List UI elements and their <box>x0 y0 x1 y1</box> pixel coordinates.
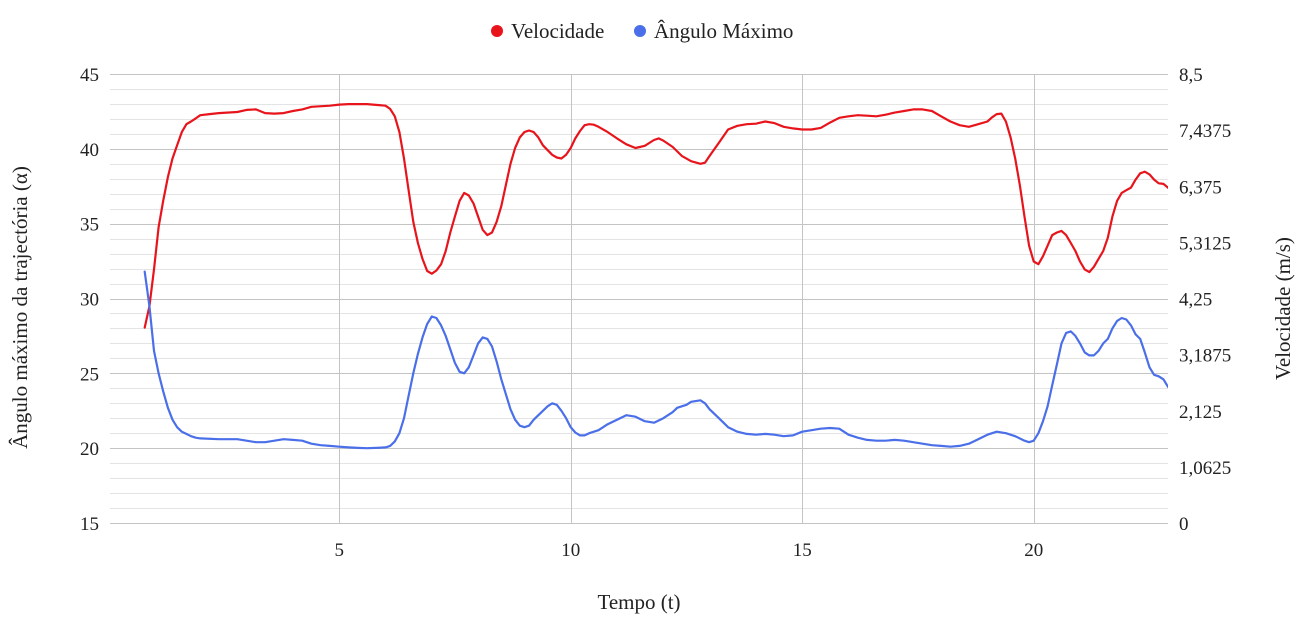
y-left-axis-title: Ângulo máximo da trajectória (α) <box>8 166 32 449</box>
y-right-axis-ticks: 0 1,0625 2,125 3,1875 4,25 5,3125 6,375 7,4375 8… <box>1179 65 1231 535</box>
y-right-tick-label: 0 <box>1179 514 1189 535</box>
x-tick-label: 10 <box>561 540 580 561</box>
y-left-tick-label: 15 <box>80 514 99 535</box>
y-left-tick-label: 20 <box>80 439 99 460</box>
grid <box>110 74 1168 524</box>
y-left-tick-label: 45 <box>80 65 99 86</box>
y-right-tick-label: 6,375 <box>1179 177 1222 198</box>
y-right-tick-label: 4,25 <box>1179 290 1212 311</box>
x-axis-title: Tempo (t) <box>597 590 680 614</box>
x-tick-label: 15 <box>793 540 812 561</box>
x-tick-label: 20 <box>1024 540 1043 561</box>
series-line-velocidade <box>143 103 1168 329</box>
legend: Velocidade Ângulo Máximo <box>491 19 793 43</box>
y-left-tick-label: 25 <box>80 364 99 385</box>
y-left-axis-ticks: 15 20 25 30 35 40 45 <box>80 65 99 535</box>
y-right-tick-label: 7,4375 <box>1179 121 1231 142</box>
x-tick-label: 5 <box>334 540 344 561</box>
legend-label-angulo-maximo: Ângulo Máximo <box>654 19 793 43</box>
y-left-tick-label: 35 <box>80 215 99 236</box>
y-right-tick-label: 2,125 <box>1179 402 1222 423</box>
y-right-tick-label: 8,5 <box>1179 65 1203 86</box>
y-right-tick-label: 5,3125 <box>1179 233 1231 254</box>
series-layer <box>143 103 1168 450</box>
legend-marker-angulo-maximo <box>634 25 646 37</box>
x-axis-ticks: 5 10 15 20 <box>334 540 1043 561</box>
legend-label-velocidade: Velocidade <box>511 19 604 43</box>
y-left-tick-label: 40 <box>80 140 99 161</box>
legend-marker-velocidade <box>491 25 503 37</box>
y-right-axis-title: Velocidade (m/s) <box>1271 237 1295 380</box>
series-line-angulo-maximo <box>143 270 1168 450</box>
y-right-tick-label: 3,1875 <box>1179 346 1231 367</box>
y-left-tick-label: 30 <box>80 290 99 311</box>
y-right-tick-label: 1,0625 <box>1179 458 1231 479</box>
